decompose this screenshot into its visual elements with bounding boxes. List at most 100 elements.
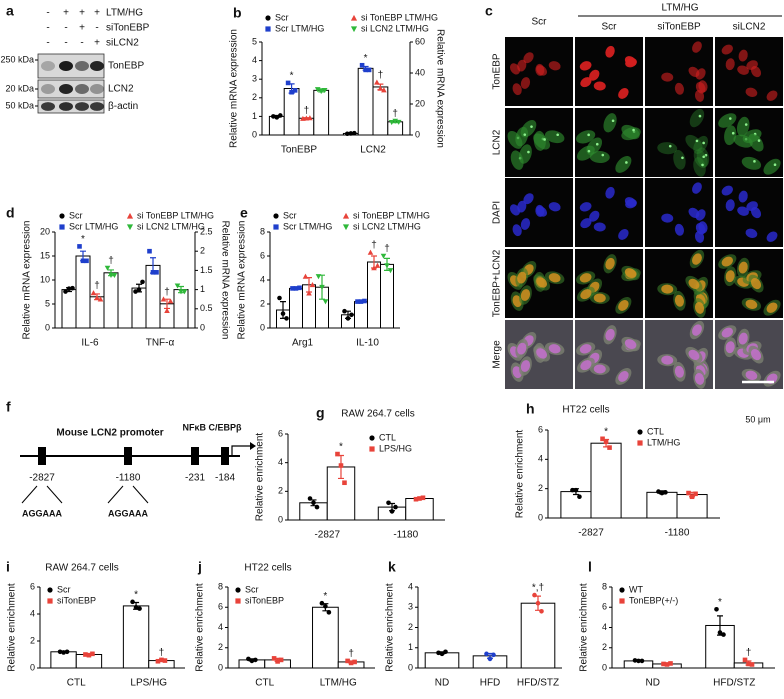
point (311, 500, 316, 506)
point (668, 661, 673, 666)
point (137, 606, 142, 611)
nucleus (517, 59, 527, 72)
cell-body (589, 151, 610, 164)
site-position: -184 (215, 473, 235, 484)
bar (367, 261, 381, 329)
point (656, 489, 661, 494)
y-tick-label: 2 (30, 635, 35, 645)
y2-tick-label: 20 (415, 98, 425, 108)
panel-letter: k (388, 559, 396, 575)
y-tick-label: 20 (40, 226, 50, 236)
point (384, 263, 390, 269)
point (126, 212, 134, 219)
point (358, 299, 364, 304)
condition-sign: - (46, 23, 49, 34)
nucleus (580, 360, 592, 371)
y2-tick-label: 2.5 (200, 226, 213, 236)
motif: AGGAAA (108, 508, 148, 518)
nucleus (721, 185, 733, 196)
legend-label: TonEBP(+/-) (629, 595, 678, 605)
x-tick-label: HFD/STZ (713, 678, 755, 689)
point (369, 446, 375, 452)
panel-letter: g (316, 405, 325, 421)
legend-label: Scr (69, 210, 83, 220)
nucleus (624, 339, 637, 349)
cell-body (515, 126, 529, 147)
x-tick-label: Arg1 (292, 338, 314, 349)
point (280, 311, 286, 316)
point (307, 496, 313, 501)
y-tick-label: 2 (602, 642, 607, 652)
point (159, 657, 164, 663)
panel-letter: j (197, 559, 202, 575)
significance-mark: † (371, 240, 377, 251)
legend-label: Scr LTM/HG (283, 221, 332, 231)
bar (145, 264, 161, 329)
granule (611, 119, 615, 123)
granule (773, 163, 777, 167)
y-tick-label: 4 (218, 622, 223, 632)
bar (520, 602, 556, 669)
y2-tick-label: 40 (415, 67, 425, 77)
y2-tick-label: 1 (200, 284, 205, 294)
nucleus (618, 300, 629, 311)
bar (173, 289, 189, 329)
significance-mark: † (94, 281, 100, 292)
y-tick-label: 6 (218, 602, 223, 612)
point (302, 273, 309, 279)
point (689, 494, 695, 500)
y-axis-title: Relative mRNA expression (237, 221, 248, 340)
nucleus (580, 218, 592, 229)
point (150, 270, 156, 275)
nucleus (692, 324, 702, 336)
nucleus (536, 277, 547, 288)
cell-body (763, 158, 781, 175)
motif: AGGAAA (22, 508, 62, 518)
x-tick-label: ND (646, 678, 660, 689)
point (663, 490, 668, 495)
cell-body (533, 133, 551, 150)
nucleus (536, 65, 547, 76)
y-tick-label: 2 (218, 642, 223, 652)
point (94, 294, 100, 301)
condition-sign: - (64, 38, 67, 49)
point (164, 307, 170, 314)
legend-label: LPS/HG (379, 443, 412, 453)
nucleus (694, 301, 705, 314)
cell-body (693, 157, 706, 177)
significance-mark: * (718, 597, 722, 608)
motif-line (107, 485, 124, 504)
significance-mark: † (746, 648, 752, 659)
cell-body (724, 125, 737, 146)
point (174, 283, 181, 289)
y-tick-label: 15 (40, 250, 50, 260)
x-tick-label: TonEBP (281, 145, 317, 156)
nucleus (512, 83, 522, 96)
y-tick-label: 8 (602, 581, 607, 591)
legend-label: CTL (647, 426, 664, 436)
x-tick-label: LTM/HG (320, 678, 357, 689)
bar (372, 86, 389, 136)
condition-sign: - (64, 23, 67, 34)
panel-letter: a (6, 3, 14, 19)
granule (695, 139, 699, 143)
cell-body (718, 113, 737, 128)
panel-letter: d (6, 205, 15, 221)
point (420, 495, 426, 501)
y-tick-label: 8 (218, 581, 223, 591)
nucleus (738, 49, 748, 62)
point (342, 224, 350, 231)
point (348, 660, 354, 666)
column-header: siLCN2 (733, 22, 766, 33)
point (686, 490, 691, 496)
significance-mark: † (164, 287, 170, 298)
granule (681, 156, 684, 160)
significance-mark: * (134, 589, 138, 600)
point (290, 286, 295, 291)
nucleus (688, 207, 700, 219)
y-axis-title: Relative enrichment (195, 583, 206, 672)
granule (702, 141, 705, 145)
binding-site (191, 447, 199, 465)
point (386, 500, 391, 506)
granule (632, 128, 635, 132)
